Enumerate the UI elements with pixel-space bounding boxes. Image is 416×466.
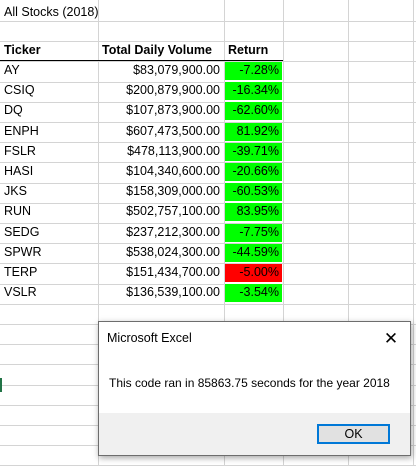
cell-ticker[interactable]: HASI <box>4 164 34 178</box>
sheet-title[interactable]: All Stocks (2018) <box>4 5 99 19</box>
cell-return[interactable]: 83.95% <box>236 204 279 218</box>
dialog-title: Microsoft Excel <box>107 331 192 345</box>
cell-return[interactable]: -60.53% <box>232 184 279 198</box>
cell-volume[interactable]: $237,212,300.00 <box>126 225 220 239</box>
grid-line <box>0 223 416 224</box>
cell-ticker[interactable]: RUN <box>4 204 32 218</box>
selection-edge <box>0 378 2 392</box>
cell-ticker[interactable]: TERP <box>4 265 38 279</box>
cell-volume[interactable]: $538,024,300.00 <box>126 245 220 259</box>
dialog-message: This code ran in 85863.75 seconds for th… <box>109 376 390 390</box>
grid-line <box>0 243 416 244</box>
grid-line <box>0 284 416 285</box>
grid-line <box>0 61 416 62</box>
cell-volume[interactable]: $107,873,900.00 <box>126 103 220 117</box>
cell-return[interactable]: 81.92% <box>236 124 279 138</box>
return-fill <box>225 284 282 302</box>
return-fill <box>225 244 282 262</box>
cell-volume[interactable]: $104,340,600.00 <box>126 164 220 178</box>
dialog-titlebar: Microsoft Excel ✕ <box>99 322 410 358</box>
grid-line <box>348 0 349 466</box>
return-fill <box>225 123 282 141</box>
grid-line <box>0 41 416 42</box>
return-fill <box>225 62 282 80</box>
return-fill <box>225 143 282 161</box>
cell-ticker[interactable]: CSIQ <box>4 83 35 97</box>
cell-return[interactable]: -16.34% <box>232 83 279 97</box>
cell-return[interactable]: -5.00% <box>239 265 279 279</box>
cell-ticker[interactable]: AY <box>4 63 20 77</box>
return-fill <box>225 203 282 221</box>
cell-ticker[interactable]: FSLR <box>4 144 36 158</box>
cell-volume[interactable]: $607,473,500.00 <box>126 124 220 138</box>
return-fill <box>225 183 282 201</box>
grid-line <box>0 102 416 103</box>
return-fill <box>225 102 282 120</box>
grid-line <box>0 263 416 264</box>
cell-volume[interactable]: $83,079,900.00 <box>133 63 220 77</box>
header-return[interactable]: Return <box>228 43 269 57</box>
cell-return[interactable]: -7.75% <box>239 225 279 239</box>
grid-line <box>0 82 416 83</box>
cell-volume[interactable]: $502,757,100.00 <box>126 204 220 218</box>
cell-ticker[interactable]: ENPH <box>4 124 39 138</box>
cell-volume[interactable]: $200,879,900.00 <box>126 83 220 97</box>
dialog-body: This code ran in 85863.75 seconds for th… <box>99 358 410 413</box>
message-dialog: Microsoft Excel ✕ This code ran in 85863… <box>98 321 411 456</box>
grid-line <box>0 142 416 143</box>
return-fill <box>225 224 282 242</box>
ok-button[interactable]: OK <box>317 424 390 444</box>
grid-line <box>98 0 99 466</box>
cell-ticker[interactable]: SEDG <box>4 225 40 239</box>
grid-line <box>283 0 284 466</box>
cell-volume[interactable]: $478,113,900.00 <box>127 144 220 158</box>
cell-ticker[interactable]: DQ <box>4 103 23 117</box>
grid-line <box>0 162 416 163</box>
cell-ticker[interactable]: JKS <box>4 184 27 198</box>
close-icon[interactable]: ✕ <box>383 329 399 348</box>
cell-volume[interactable]: $158,309,000.00 <box>126 184 220 198</box>
header-underline <box>0 60 283 61</box>
cell-return[interactable]: -3.54% <box>239 285 279 299</box>
header-volume[interactable]: Total Daily Volume <box>102 43 212 57</box>
grid-line <box>413 0 414 466</box>
cell-volume[interactable]: $136,539,100.00 <box>126 285 220 299</box>
grid-line <box>0 203 416 204</box>
cell-return[interactable]: -7.28% <box>239 63 279 77</box>
grid-line <box>224 0 225 466</box>
cell-volume[interactable]: $151,434,700.00 <box>126 265 220 279</box>
grid-line <box>0 122 416 123</box>
cell-return[interactable]: -44.59% <box>232 245 279 259</box>
cell-return[interactable]: -39.71% <box>232 144 279 158</box>
grid-line <box>0 304 416 305</box>
cell-return[interactable]: -20.66% <box>232 164 279 178</box>
grid-line <box>0 183 416 184</box>
return-fill <box>225 163 282 181</box>
cell-ticker[interactable]: VSLR <box>4 285 37 299</box>
return-fill <box>225 264 282 282</box>
cell-return[interactable]: -62.60% <box>232 103 279 117</box>
grid-line <box>0 21 416 22</box>
header-ticker[interactable]: Ticker <box>4 43 41 57</box>
return-fill <box>225 82 282 100</box>
cell-ticker[interactable]: SPWR <box>4 245 42 259</box>
